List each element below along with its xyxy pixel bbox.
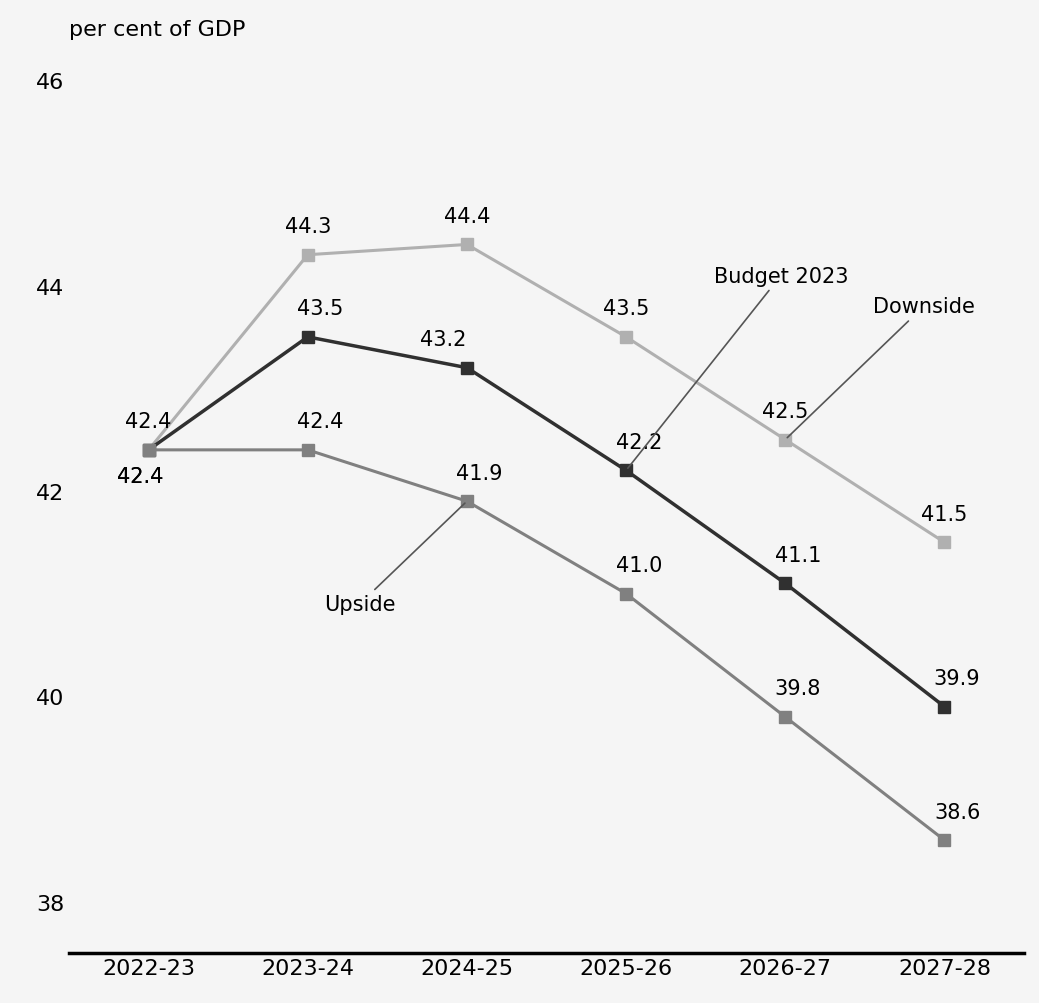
- Text: 43.5: 43.5: [297, 299, 344, 319]
- Text: 42.5: 42.5: [762, 401, 808, 421]
- Text: Budget 2023: Budget 2023: [628, 266, 848, 468]
- Text: per cent of GDP: per cent of GDP: [69, 19, 245, 39]
- Text: Upside: Upside: [324, 504, 464, 615]
- Text: 42.4: 42.4: [297, 412, 344, 432]
- Text: 42.4: 42.4: [117, 466, 164, 486]
- Text: 43.2: 43.2: [420, 330, 467, 350]
- Text: Downside: Downside: [788, 297, 975, 438]
- Text: 39.8: 39.8: [775, 679, 821, 699]
- Text: 41.0: 41.0: [616, 556, 662, 576]
- Text: 41.5: 41.5: [922, 505, 967, 525]
- Text: 44.4: 44.4: [444, 207, 490, 227]
- Text: 42.2: 42.2: [616, 432, 662, 452]
- Text: 41.9: 41.9: [456, 463, 503, 483]
- Text: 41.1: 41.1: [775, 546, 821, 566]
- Text: 42.4: 42.4: [117, 466, 164, 486]
- Text: 42.4: 42.4: [126, 412, 171, 432]
- Text: 44.3: 44.3: [285, 217, 331, 237]
- Text: 43.5: 43.5: [603, 299, 649, 319]
- Text: 38.6: 38.6: [934, 801, 981, 821]
- Text: 39.9: 39.9: [934, 668, 981, 688]
